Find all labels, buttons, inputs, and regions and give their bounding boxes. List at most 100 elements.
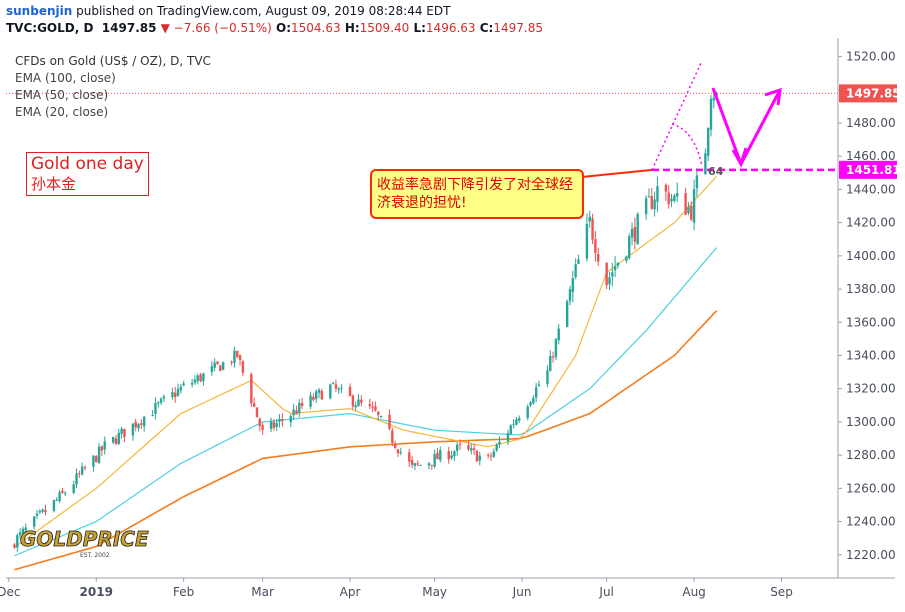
candle — [52, 499, 56, 513]
candle — [241, 360, 245, 377]
candle — [298, 399, 301, 418]
candle — [295, 405, 298, 415]
candle — [690, 201, 693, 222]
svg-text:1451.81: 1451.81 — [846, 163, 901, 177]
candle — [360, 395, 363, 407]
candle — [320, 388, 324, 400]
candle — [123, 428, 126, 443]
change-value: ▼ −7.66 (−0.51%) — [160, 21, 272, 35]
candle — [549, 350, 552, 372]
gold-title: Gold one day — [31, 154, 144, 174]
author-link[interactable]: sunbenjin — [6, 4, 73, 18]
candle — [684, 187, 687, 216]
candle — [140, 419, 143, 429]
ema-100-legend[interactable]: EMA (100, close) — [15, 71, 116, 85]
candle — [551, 351, 555, 363]
candle — [495, 442, 498, 452]
candle — [278, 413, 281, 428]
candle — [430, 464, 434, 471]
chart-title: CFDs on Gold (US$ / OZ), D, TVC — [15, 54, 211, 68]
candle — [100, 445, 104, 456]
candle — [134, 418, 137, 432]
candle — [250, 372, 253, 407]
low-value: 1496.63 — [425, 21, 476, 35]
svg-text:EST. 2002: EST. 2002 — [80, 552, 110, 559]
candle — [695, 168, 699, 197]
candle — [354, 401, 357, 411]
candle — [487, 453, 490, 459]
candle — [574, 258, 577, 280]
candle — [120, 426, 123, 439]
x-tick-label: 2019 — [80, 585, 113, 599]
candle — [35, 509, 39, 520]
candle — [667, 185, 670, 209]
ema-lines — [14, 175, 718, 571]
candle — [190, 378, 194, 388]
candle — [300, 397, 304, 410]
candle — [58, 490, 61, 504]
candle — [625, 255, 628, 264]
open-value: 1504.63 — [291, 21, 341, 35]
y-tick-label: 1360.00 — [846, 315, 896, 329]
x-tick-label: Apr — [340, 585, 361, 599]
candle — [419, 464, 422, 466]
candle — [489, 452, 493, 461]
candle — [571, 270, 575, 303]
candles — [13, 90, 718, 552]
candle — [653, 191, 656, 217]
ema50-line — [14, 247, 718, 557]
forecast-arrowhead-down-icon — [731, 147, 748, 168]
candle — [636, 212, 639, 245]
candle — [236, 350, 239, 359]
candle — [644, 195, 648, 220]
candle — [258, 417, 261, 432]
candle — [546, 365, 549, 388]
candle — [368, 398, 371, 410]
fib-arc — [671, 123, 703, 166]
candle — [410, 455, 414, 469]
candle — [64, 490, 67, 496]
y-tick-label: 1380.00 — [846, 282, 896, 296]
candle — [416, 460, 419, 467]
candle — [157, 400, 160, 408]
candle — [317, 387, 321, 399]
candle — [131, 423, 135, 441]
x-tick-label: Sep — [770, 585, 793, 599]
candle — [591, 213, 594, 245]
y-tick-label: 1240.00 — [846, 515, 896, 529]
candle — [427, 462, 431, 470]
candle — [176, 383, 180, 397]
symbol-label: TVC:GOLD, D — [6, 21, 94, 35]
ema20-line — [14, 175, 718, 548]
candle — [202, 372, 205, 386]
level-price-tag: 1451.81 — [839, 160, 901, 179]
candle — [24, 523, 27, 533]
candle — [647, 188, 651, 198]
candle — [447, 446, 450, 464]
candle — [97, 442, 101, 464]
y-tick-label: 1420.00 — [846, 216, 896, 230]
candle — [557, 323, 560, 345]
y-tick-label: 1220.00 — [846, 548, 896, 562]
candle — [568, 285, 572, 306]
candle — [456, 441, 459, 456]
candle — [475, 449, 479, 462]
candle — [706, 127, 710, 162]
candle — [472, 443, 476, 455]
candle — [13, 542, 16, 549]
candle — [221, 361, 225, 371]
candle — [396, 448, 400, 457]
candle — [492, 448, 496, 459]
ema-20-legend[interactable]: EMA (20, close) — [15, 105, 109, 119]
ema-50-legend[interactable]: EMA (50, close) — [15, 88, 109, 102]
candle — [38, 509, 42, 515]
candle — [230, 360, 233, 366]
candle — [515, 416, 518, 426]
candle — [331, 381, 335, 385]
last-price: 1497.85 — [101, 21, 157, 35]
candle — [219, 364, 222, 372]
candle — [83, 465, 87, 471]
